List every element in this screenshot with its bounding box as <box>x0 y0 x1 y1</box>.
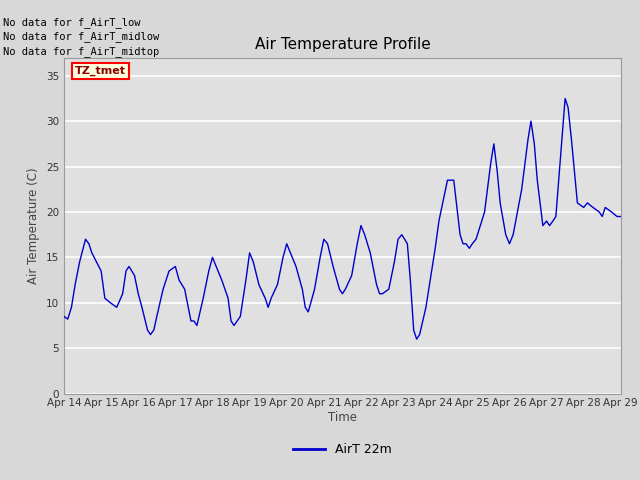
X-axis label: Time: Time <box>328 411 357 424</box>
Text: No data for f_AirT_midtop: No data for f_AirT_midtop <box>3 46 159 57</box>
Title: Air Temperature Profile: Air Temperature Profile <box>255 37 430 52</box>
Legend: AirT 22m: AirT 22m <box>289 438 396 461</box>
Text: TZ_tmet: TZ_tmet <box>75 66 126 76</box>
Y-axis label: Air Temperature (C): Air Temperature (C) <box>28 168 40 284</box>
Text: No data for f_AirT_midlow: No data for f_AirT_midlow <box>3 31 159 42</box>
Text: No data for f_AirT_low: No data for f_AirT_low <box>3 17 141 28</box>
